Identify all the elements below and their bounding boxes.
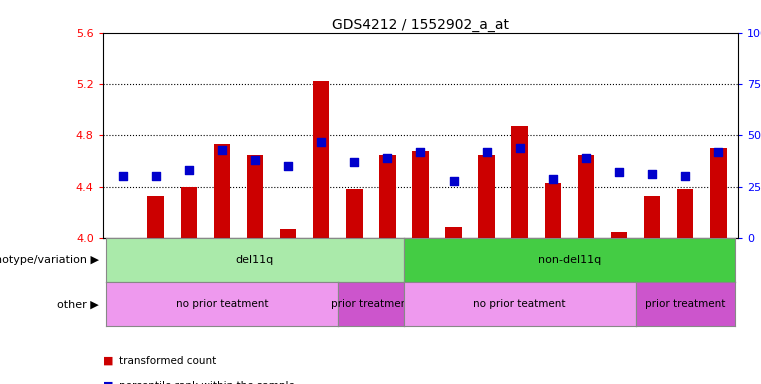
Text: no prior teatment: no prior teatment xyxy=(176,299,268,310)
Point xyxy=(315,139,327,145)
Bar xyxy=(677,189,693,238)
Text: prior treatment: prior treatment xyxy=(330,299,411,310)
Point xyxy=(282,163,295,169)
Point xyxy=(183,167,195,173)
Point xyxy=(580,155,592,161)
Bar xyxy=(346,189,362,238)
Point xyxy=(546,175,559,182)
Text: genotype/variation ▶: genotype/variation ▶ xyxy=(0,255,99,265)
Text: no prior teatment: no prior teatment xyxy=(473,299,566,310)
Bar xyxy=(412,151,428,238)
Bar xyxy=(379,155,396,238)
Text: non-del11q: non-del11q xyxy=(538,255,601,265)
Bar xyxy=(479,155,495,238)
Point xyxy=(349,159,361,165)
Point xyxy=(712,149,724,155)
Point xyxy=(679,174,691,180)
Text: transformed count: transformed count xyxy=(119,356,217,366)
Bar xyxy=(313,81,330,238)
Point xyxy=(613,169,625,175)
Point xyxy=(150,174,162,180)
Text: del11q: del11q xyxy=(236,255,274,265)
Bar xyxy=(445,227,462,238)
Point xyxy=(216,147,228,153)
Bar xyxy=(280,229,296,238)
Text: percentile rank within the sample: percentile rank within the sample xyxy=(119,381,295,384)
Point xyxy=(116,174,129,180)
Point xyxy=(514,145,526,151)
Bar xyxy=(247,155,263,238)
Bar xyxy=(644,196,661,238)
Point xyxy=(447,177,460,184)
Text: ■: ■ xyxy=(103,381,113,384)
Bar xyxy=(578,155,594,238)
Point xyxy=(249,157,261,163)
Bar xyxy=(511,126,528,238)
Bar xyxy=(148,196,164,238)
Text: prior treatment: prior treatment xyxy=(645,299,725,310)
Bar xyxy=(710,148,727,238)
Point xyxy=(646,171,658,177)
Title: GDS4212 / 1552902_a_at: GDS4212 / 1552902_a_at xyxy=(332,18,509,31)
Point xyxy=(381,155,393,161)
Bar xyxy=(214,144,230,238)
Bar xyxy=(611,232,627,238)
Bar xyxy=(180,187,197,238)
Bar xyxy=(545,183,561,238)
Text: ■: ■ xyxy=(103,356,113,366)
Text: other ▶: other ▶ xyxy=(57,299,99,310)
Point xyxy=(480,149,492,155)
Point xyxy=(414,149,426,155)
